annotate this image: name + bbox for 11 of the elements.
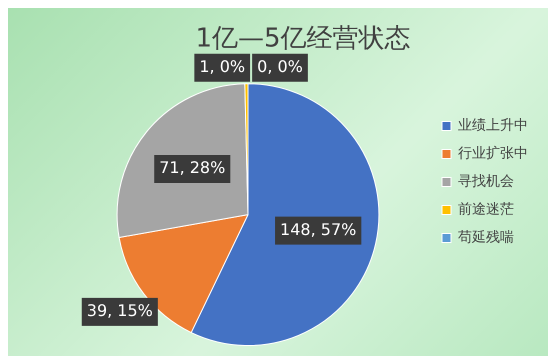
- legend-label: 行业扩张中: [458, 146, 528, 162]
- chart-title: 1亿—5亿经营状态: [195, 23, 411, 54]
- legend-label: 寻找机会: [458, 174, 514, 190]
- data-label: 1, 0%: [199, 56, 246, 76]
- legend-label: 业绩上升中: [458, 118, 528, 134]
- data-label: 39, 15%: [86, 300, 153, 320]
- data-label: 71, 28%: [159, 158, 226, 178]
- data-label: 148, 57%: [280, 220, 356, 239]
- legend-label: 苟延残喘: [458, 230, 514, 246]
- text: 0, 0%: [257, 56, 303, 76]
- legend-label: 前途迷茫: [458, 202, 514, 218]
